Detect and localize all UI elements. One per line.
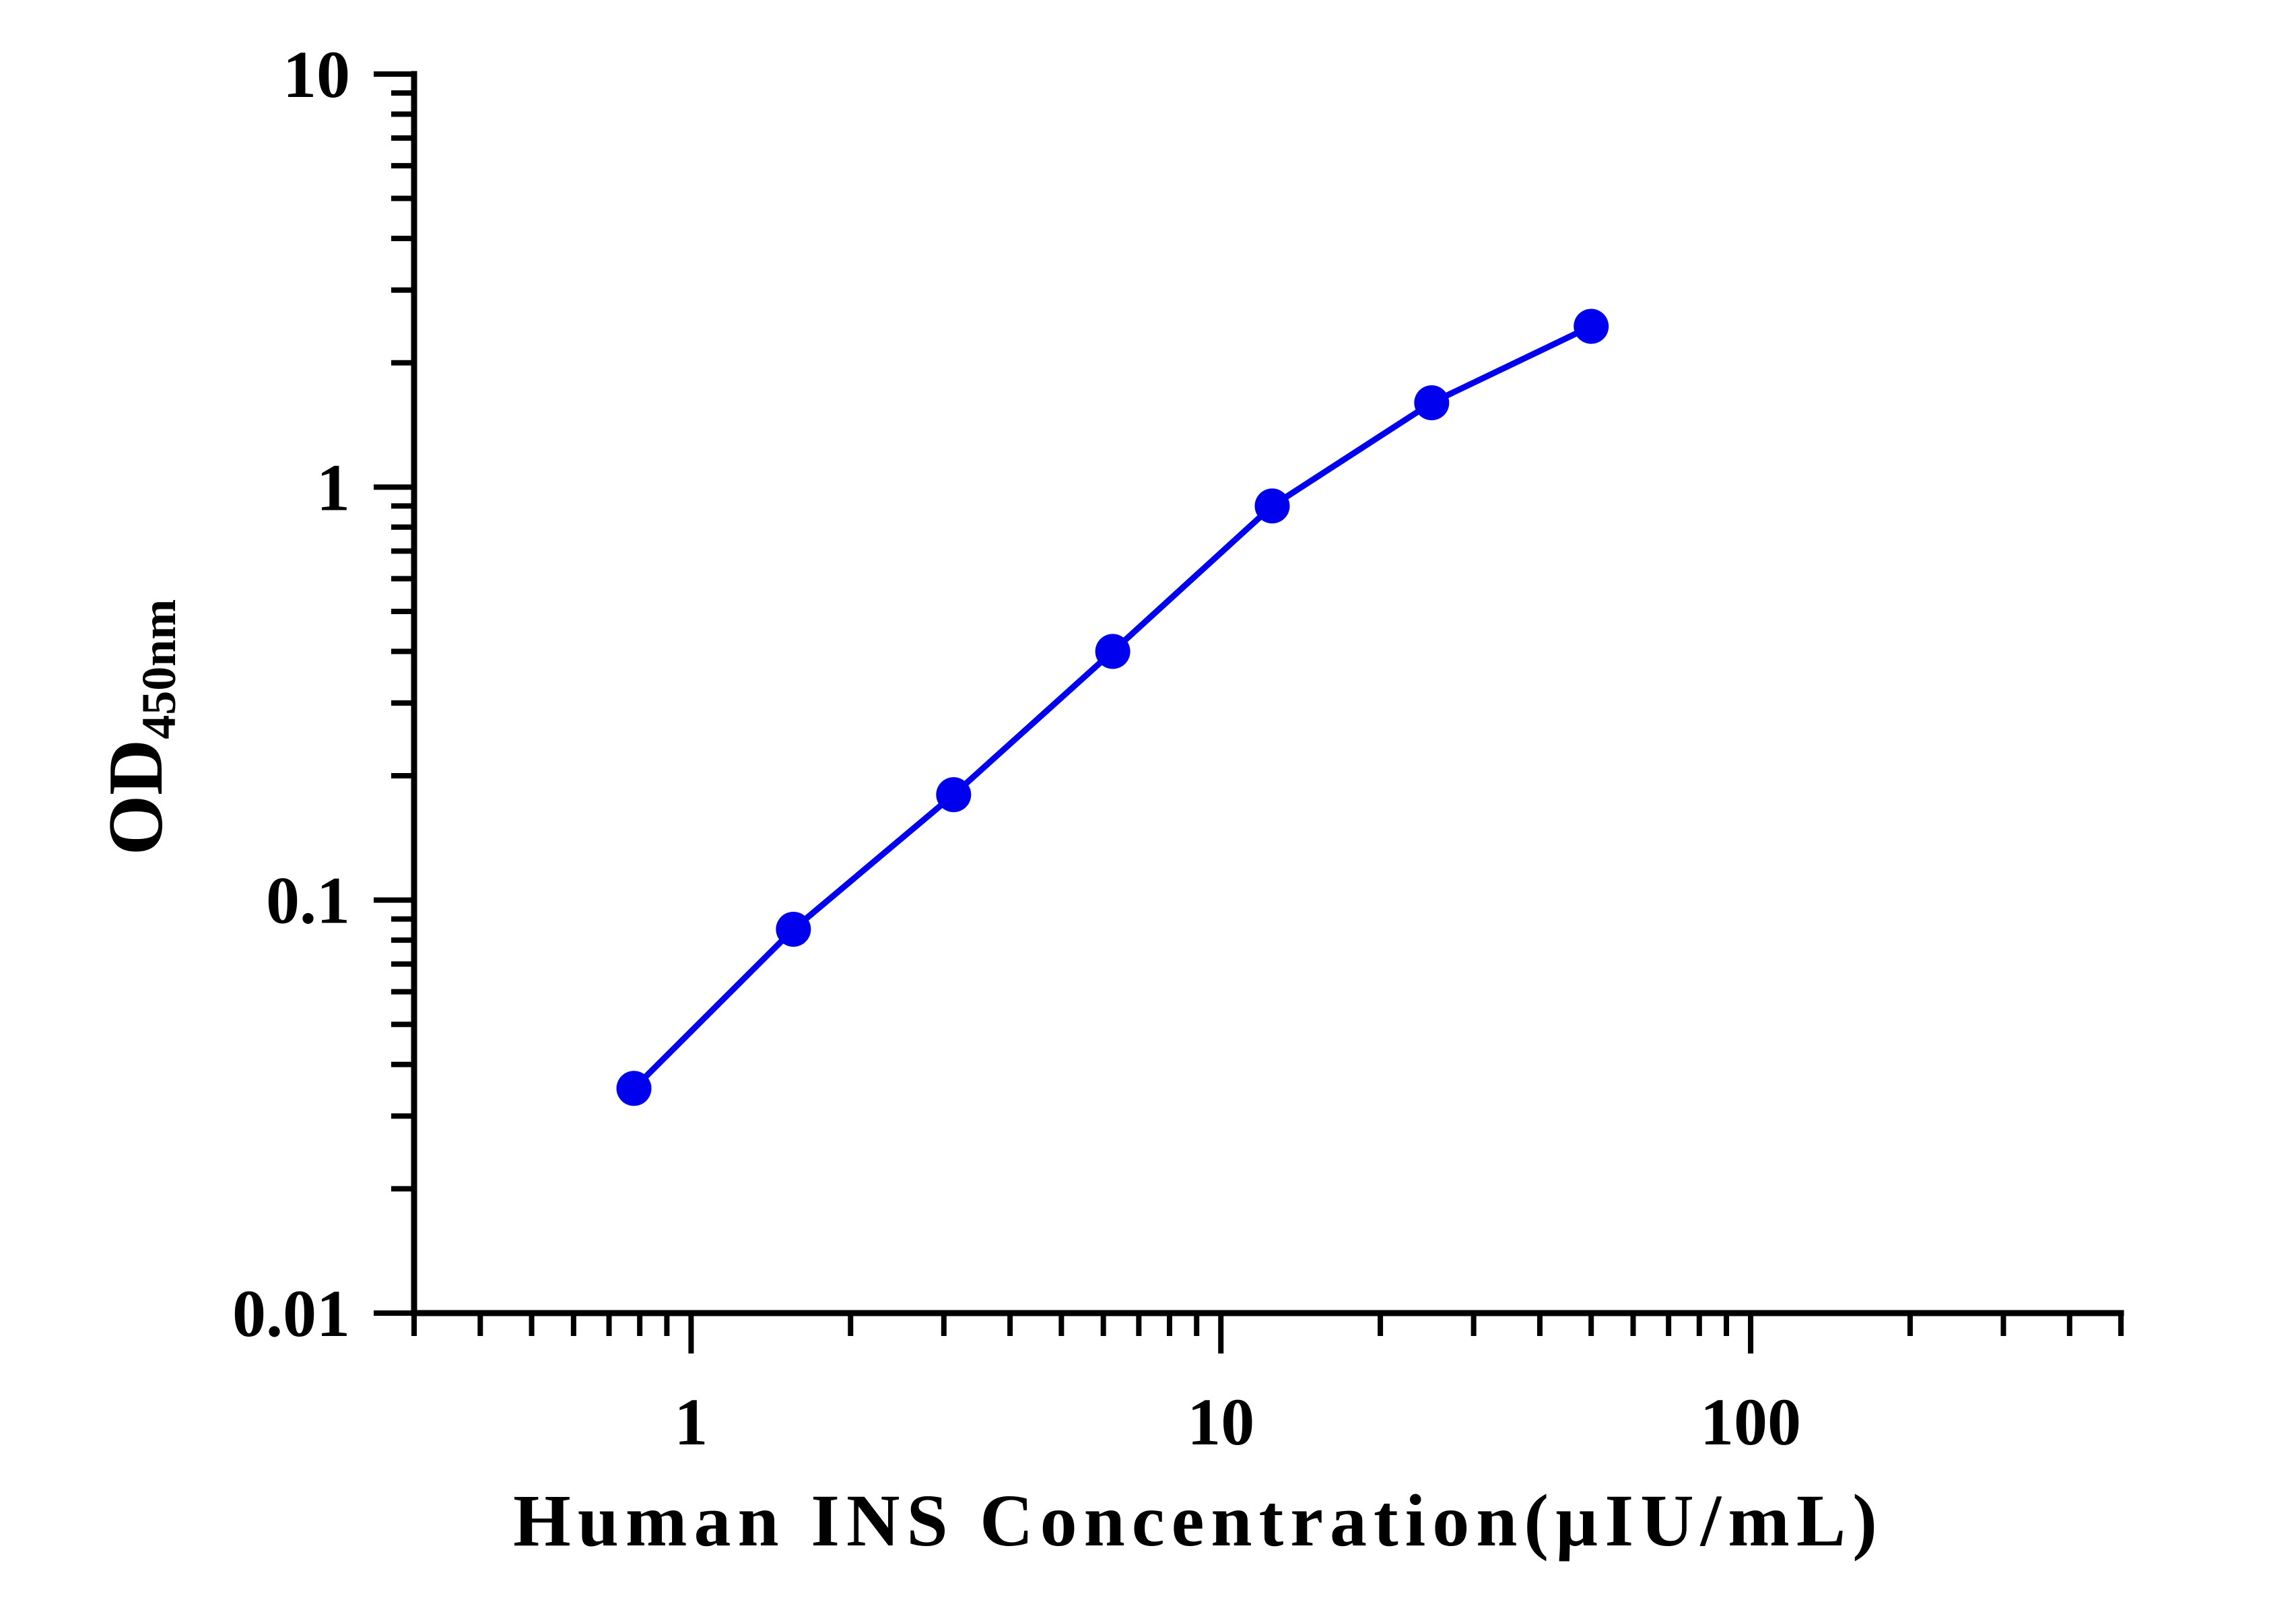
axes: [411, 71, 2124, 1316]
y-axis-title-main: OD: [93, 739, 178, 856]
y-tick-label: 0.01: [232, 1276, 350, 1351]
x-axis-title: Human INS Concentration(µIU/mL): [513, 1479, 1884, 1562]
x-tick-label: 100: [1700, 1384, 1801, 1459]
data-point: [1095, 634, 1130, 669]
x-tick-label: 10: [1187, 1384, 1254, 1459]
ticks: [374, 71, 2124, 1354]
tick-labels: 0.01 0.1 1 10 1 10 100: [232, 37, 1801, 1459]
data-point: [1574, 308, 1609, 344]
y-tick-label: 10: [283, 37, 350, 112]
data-point: [1414, 385, 1450, 421]
series-line: [632, 323, 1593, 1091]
y-axis-title-subscript: 450nm: [132, 599, 186, 739]
y-axis-title: OD450nm: [93, 599, 186, 856]
data-point: [1254, 488, 1290, 524]
y-tick-label: 0.1: [266, 863, 350, 938]
series: [616, 308, 1609, 1106]
data-point: [936, 777, 972, 813]
x-tick-label: 1: [674, 1384, 708, 1459]
y-tick-label: 1: [316, 450, 350, 525]
data-point: [616, 1071, 652, 1106]
data-point: [776, 911, 811, 947]
